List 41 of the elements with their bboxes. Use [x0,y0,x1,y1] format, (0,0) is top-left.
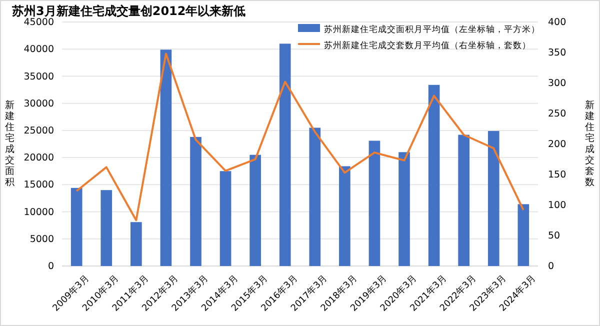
y2-tick-label: 150 [548,170,566,181]
line-series [76,52,524,222]
legend-label: 苏州新建住宅成交套数月平均值（右坐标轴，套数） [324,40,531,51]
y2-tick-label: 50 [548,230,560,242]
chart-title: 苏州3月新建住宅成交量创2012年以来新低 [11,4,246,18]
bar [250,154,261,266]
bar [428,84,440,266]
y-tick-label: 5000 [30,234,54,245]
y-tick-label: 0 [48,261,54,272]
y2-tick-label: 250 [548,108,566,120]
y-tick-label: 30000 [24,98,54,110]
bar [220,171,232,266]
y2-axis-title: 新建住宅成交套数 [584,99,595,188]
bar [100,190,112,266]
bar [518,204,530,266]
bar [458,134,470,266]
bar [190,136,202,266]
y-tick-label: 40000 [24,44,54,56]
y-tick-label: 45000 [24,17,54,28]
y-tick-label: 10000 [24,206,54,218]
bar [70,188,82,266]
y-tick-label: 15000 [24,180,54,191]
bar [339,166,350,266]
y2-tick-label: 400 [548,17,566,28]
y2-tick-label: 350 [548,48,566,59]
bar [130,222,142,266]
bar [160,50,172,266]
y2-tick-label: 200 [548,139,566,150]
y2-tick-label: 0 [548,261,554,272]
bar [279,44,291,266]
y-tick-label: 35000 [24,71,54,82]
y2-tick-label: 300 [548,78,566,90]
legend-label: 苏州新建住宅成交面积月平均值（左坐标轴，平方米） [324,24,540,35]
y-axis-title: 新建住宅成交面积 [4,99,15,188]
bar [309,128,321,266]
bar [398,152,410,266]
bar [368,140,380,266]
y-tick-label: 25000 [24,125,54,136]
y-tick-label: 20000 [24,152,54,164]
y2-tick-label: 100 [548,200,566,212]
bar [488,130,500,266]
